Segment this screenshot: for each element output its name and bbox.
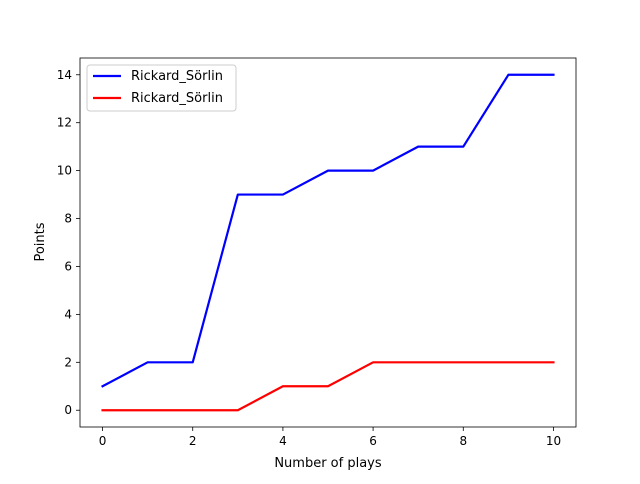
y-tick-label: 2 <box>64 355 72 369</box>
y-tick-label: 0 <box>64 403 72 417</box>
series-line-2 <box>101 361 555 412</box>
x-tick-label: 2 <box>189 434 197 448</box>
y-tick-label: 12 <box>57 116 72 130</box>
x-tick-label: 6 <box>369 434 377 448</box>
x-tick-label: 0 <box>99 434 107 448</box>
x-axis-ticks: 0 2 4 6 8 10 <box>99 427 561 448</box>
x-axis-label: Number of plays <box>274 456 382 471</box>
y-axis-ticks: 0 2 4 6 8 10 12 14 <box>57 68 80 417</box>
plot-frame <box>79 57 577 428</box>
plot-area <box>80 58 576 427</box>
y-tick-label: 10 <box>57 164 72 178</box>
x-tick-label: 4 <box>279 434 287 448</box>
legend-label-series-1: Rickard_Sörlin <box>131 69 223 84</box>
y-tick-label: 6 <box>64 259 72 273</box>
y-tick-label: 14 <box>57 68 72 82</box>
legend-box <box>86 64 237 112</box>
x-tick-label: 10 <box>546 434 561 448</box>
legend-label-series-2: Rickard_Sörlin <box>131 91 223 106</box>
y-tick-label: 8 <box>64 212 72 226</box>
legend: Rickard_Sörlin Rickard_Sörlin <box>86 64 237 112</box>
series-line-1 <box>101 73 555 388</box>
series-layer <box>101 73 555 412</box>
y-axis-label: Points <box>33 222 48 261</box>
x-tick-label: 8 <box>459 434 467 448</box>
y-tick-label: 4 <box>64 307 72 321</box>
